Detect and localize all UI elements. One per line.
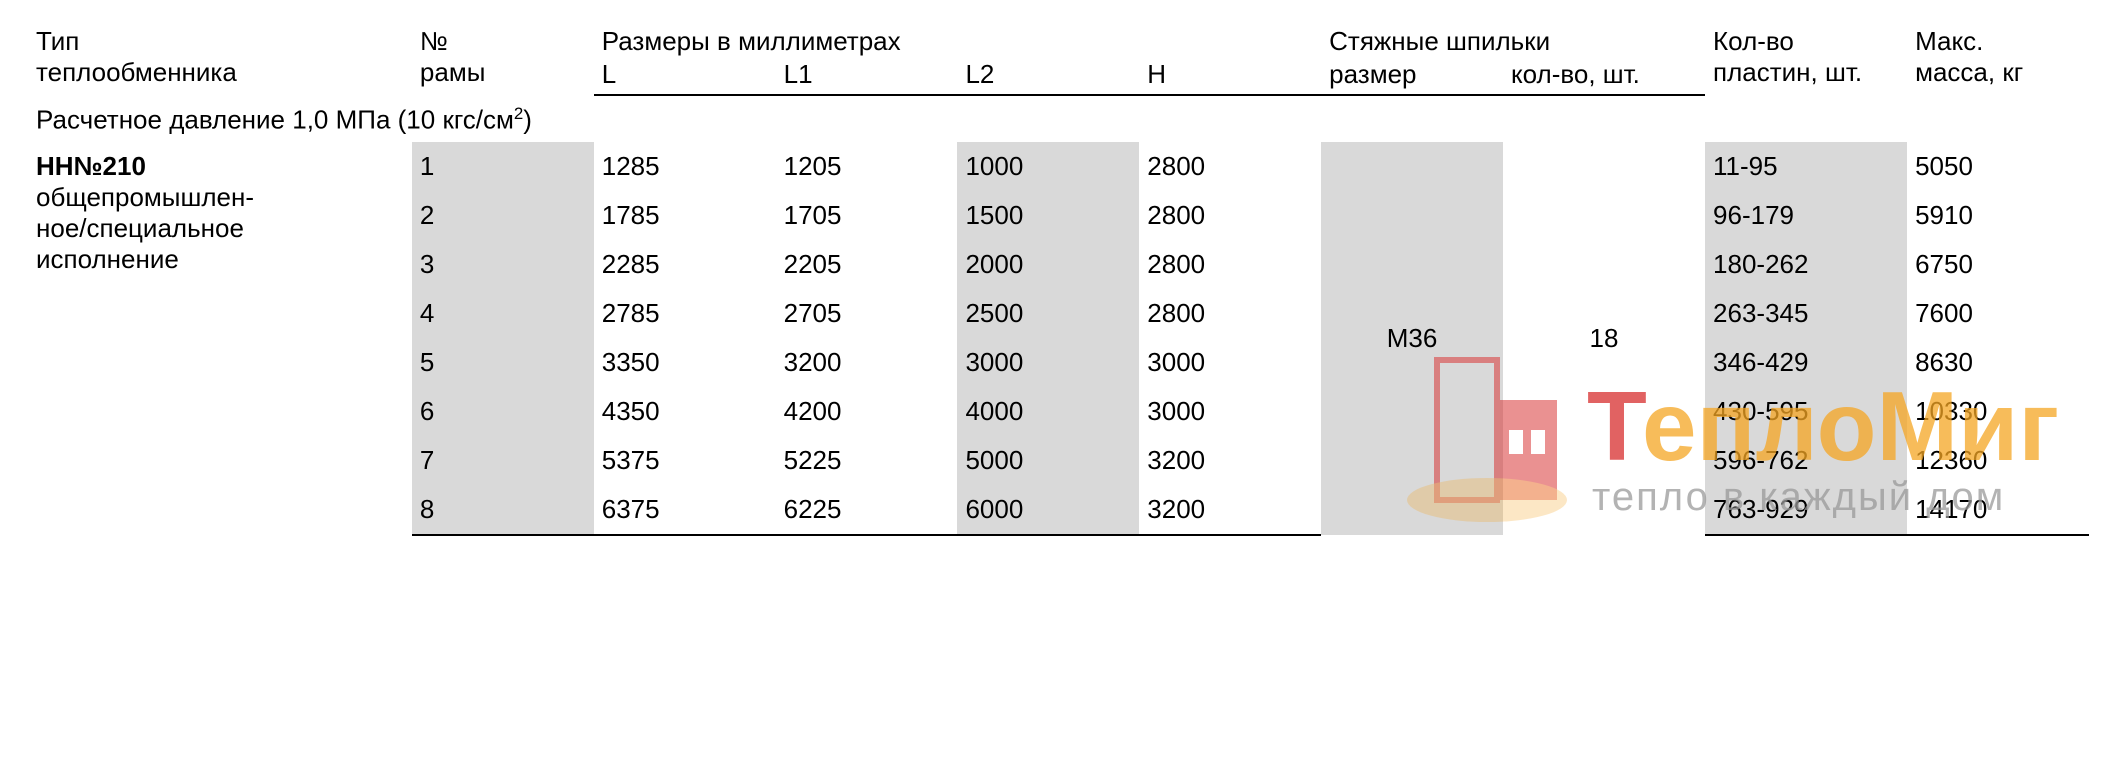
col-H: H [1139,59,1321,95]
cell-plates: 596-762 [1705,436,1907,485]
cell-plates: 263-345 [1705,289,1907,338]
cell-L: 5375 [594,436,776,485]
model-cell: НН№210общепромышлен-ное/специальноеиспол… [28,142,412,535]
cell-frame: 5 [412,338,594,387]
cell-mass: 5910 [1907,191,2089,240]
section-heading: Расчетное давление 1,0 МПа (10 кгс/см2) [28,95,2089,142]
col-L1: L1 [776,59,958,95]
cell-frame: 7 [412,436,594,485]
cell-L2: 2500 [957,289,1139,338]
section-heading-row: Расчетное давление 1,0 МПа (10 кгс/см2) [28,95,2089,142]
cell-L: 2785 [594,289,776,338]
cell-stud-size: М36 [1321,142,1503,535]
cell-mass: 5050 [1907,142,2089,191]
cell-H: 2800 [1139,142,1321,191]
spec-table: Тип теплообменника № рамы Размеры в милл… [28,20,2089,536]
cell-L2: 6000 [957,485,1139,535]
cell-plates: 430-595 [1705,387,1907,436]
cell-L: 3350 [594,338,776,387]
cell-L1: 1205 [776,142,958,191]
col-L: L [594,59,776,95]
col-mass: Макс. масса, кг [1907,20,2089,95]
cell-L1: 6225 [776,485,958,535]
cell-L2: 3000 [957,338,1139,387]
cell-H: 3000 [1139,338,1321,387]
cell-L1: 3200 [776,338,958,387]
cell-H: 2800 [1139,240,1321,289]
col-type: Тип теплообменника [28,20,412,95]
model-code: НН№210 [36,151,146,181]
model-desc: исполнение [36,244,179,274]
cell-H: 2800 [1139,289,1321,338]
cell-mass: 8630 [1907,338,2089,387]
cell-plates: 763-929 [1705,485,1907,535]
col-stud-size: размер [1321,59,1503,95]
col-L2: L2 [957,59,1139,95]
cell-H: 3200 [1139,485,1321,535]
model-desc: общепромышлен- [36,182,254,212]
cell-H: 2800 [1139,191,1321,240]
cell-L1: 2705 [776,289,958,338]
cell-stud-qty: 18 [1503,142,1705,535]
col-plates: Кол-во пластин, шт. [1705,20,1907,95]
cell-plates: 11-95 [1705,142,1907,191]
cell-mass: 7600 [1907,289,2089,338]
cell-mass: 10330 [1907,387,2089,436]
cell-frame: 4 [412,289,594,338]
cell-L: 1785 [594,191,776,240]
cell-mass: 6750 [1907,240,2089,289]
cell-L: 4350 [594,387,776,436]
cell-L2: 4000 [957,387,1139,436]
cell-mass: 12360 [1907,436,2089,485]
cell-H: 3200 [1139,436,1321,485]
cell-L1: 5225 [776,436,958,485]
cell-L2: 2000 [957,240,1139,289]
cell-H: 3000 [1139,387,1321,436]
model-desc: ное/специальное [36,213,244,243]
cell-L: 1285 [594,142,776,191]
cell-plates: 96-179 [1705,191,1907,240]
col-stud-qty: кол-во, шт. [1503,59,1705,95]
col-frame: № рамы [412,20,594,95]
cell-L2: 1000 [957,142,1139,191]
cell-frame: 6 [412,387,594,436]
cell-frame: 3 [412,240,594,289]
cell-frame: 2 [412,191,594,240]
col-studs-group: Стяжные шпильки [1321,20,1705,59]
cell-L2: 5000 [957,436,1139,485]
col-dims-group: Размеры в миллиметрах [594,20,1321,59]
cell-plates: 346-429 [1705,338,1907,387]
cell-L: 2285 [594,240,776,289]
cell-frame: 1 [412,142,594,191]
header-row-1: Тип теплообменника № рамы Размеры в милл… [28,20,2089,59]
cell-L1: 4200 [776,387,958,436]
cell-plates: 180-262 [1705,240,1907,289]
cell-L1: 2205 [776,240,958,289]
cell-L: 6375 [594,485,776,535]
table-row: НН№210общепромышлен-ное/специальноеиспол… [28,142,2089,191]
cell-L1: 1705 [776,191,958,240]
cell-frame: 8 [412,485,594,535]
cell-mass: 14170 [1907,485,2089,535]
cell-L2: 1500 [957,191,1139,240]
